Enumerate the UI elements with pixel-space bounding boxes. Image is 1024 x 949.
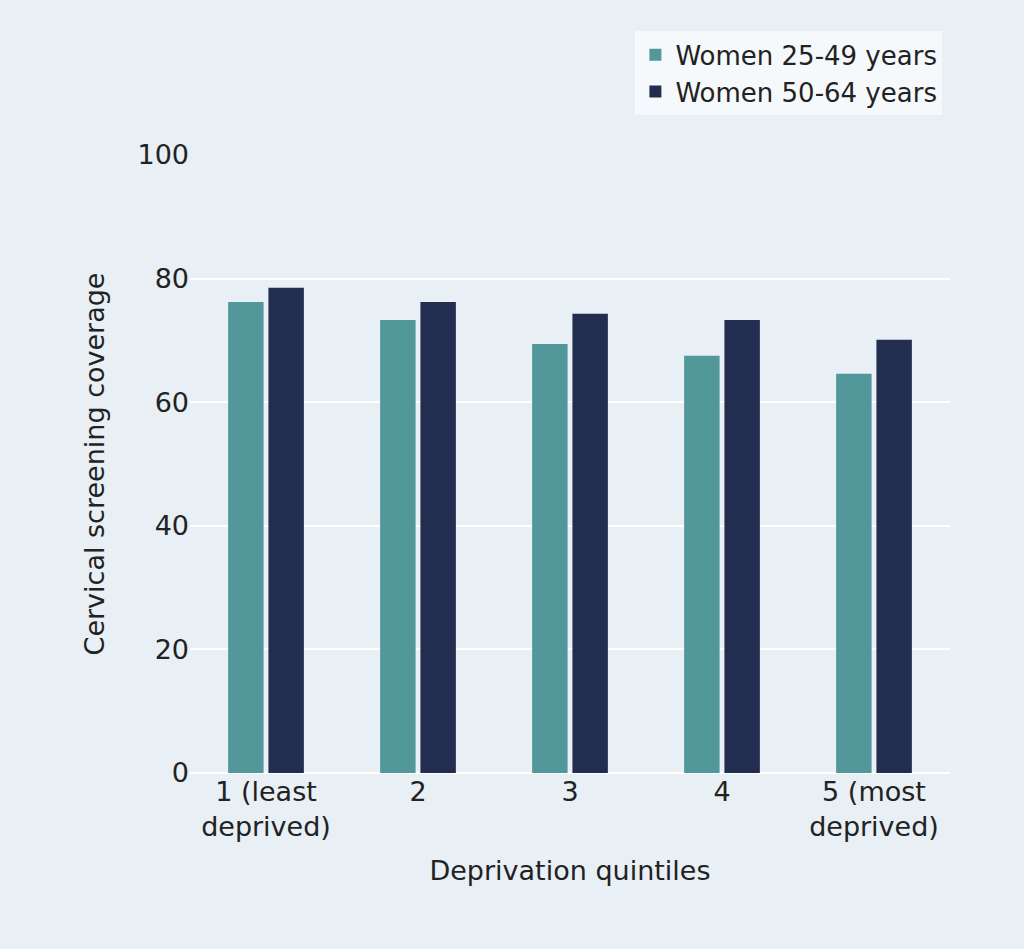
svg-text:20: 20 (155, 634, 189, 665)
svg-text:0: 0 (172, 757, 189, 788)
svg-text:40: 40 (155, 510, 189, 541)
svg-text:100: 100 (137, 139, 189, 170)
svg-text:Women 50-64 years: Women 50-64 years (675, 78, 937, 108)
svg-text:2: 2 (409, 776, 426, 807)
svg-text:4: 4 (713, 776, 730, 807)
svg-text:3: 3 (561, 776, 578, 807)
svg-text:Deprivation quintiles: Deprivation quintiles (429, 855, 710, 886)
svg-text:Women 25-49 years: Women 25-49 years (675, 41, 937, 71)
svg-text:Cervical screening coverage: Cervical screening coverage (79, 273, 110, 656)
svg-text:5 (mostdeprived): 5 (mostdeprived) (809, 776, 939, 842)
svg-text:60: 60 (155, 387, 189, 418)
svg-text:80: 80 (155, 263, 189, 294)
svg-text:1 (leastdeprived): 1 (leastdeprived) (201, 776, 331, 842)
